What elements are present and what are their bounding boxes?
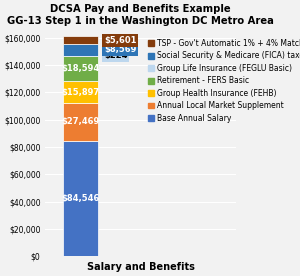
Bar <box>63 103 98 141</box>
Text: $5,601: $5,601 <box>104 36 136 45</box>
Text: $15,897: $15,897 <box>61 88 100 97</box>
Text: $84,546: $84,546 <box>61 194 100 203</box>
Text: $18,594: $18,594 <box>61 64 100 73</box>
Bar <box>63 141 98 256</box>
Bar <box>63 44 98 56</box>
Text: $27,469: $27,469 <box>61 117 100 126</box>
Bar <box>63 56 98 81</box>
Text: $224: $224 <box>104 51 128 60</box>
X-axis label: Salary and Benefits: Salary and Benefits <box>87 262 194 272</box>
Bar <box>63 81 98 103</box>
Bar <box>63 36 98 44</box>
Title: DCSA Pay and Benefits Example
GG-13 Step 1 in the Washington DC Metro Area: DCSA Pay and Benefits Example GG-13 Step… <box>7 4 274 26</box>
Text: $8,569: $8,569 <box>104 45 136 54</box>
Legend: TSP - Gov't Automatic 1% + 4% Matching, Social Security & Medicare (FICA) taxes,: TSP - Gov't Automatic 1% + 4% Matching, … <box>148 39 300 123</box>
